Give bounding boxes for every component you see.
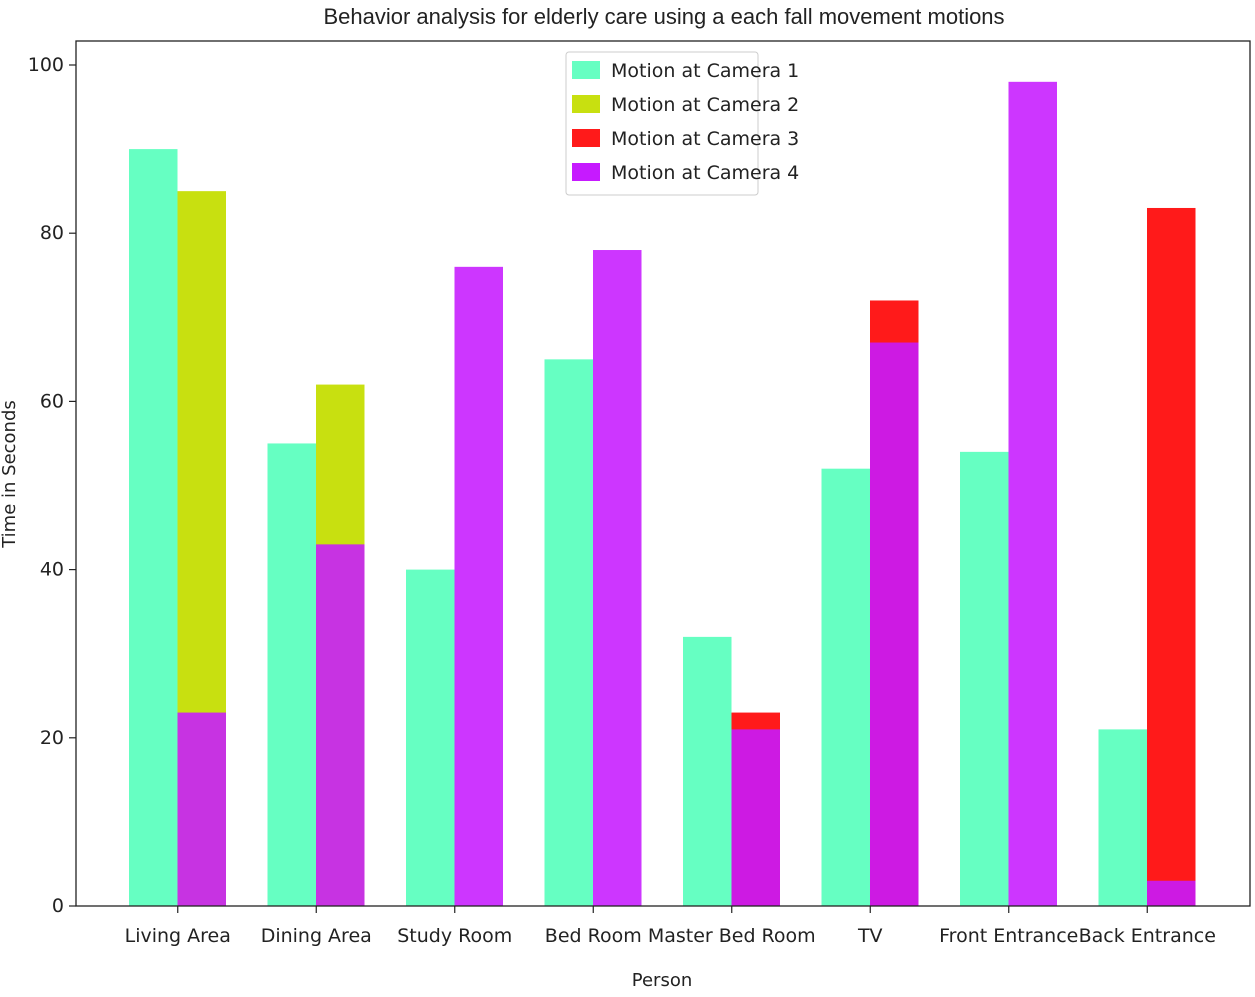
- bar-camera-1-1: [267, 443, 316, 906]
- y-tick-label: 0: [52, 895, 64, 917]
- legend-entry-label: Motion at Camera 2: [611, 94, 799, 116]
- x-tick-label: Back Entrance: [1079, 925, 1216, 947]
- y-tick-label: 60: [40, 390, 64, 412]
- y-tick-label: 40: [40, 559, 64, 581]
- bar-camera-4-6: [1008, 81, 1057, 906]
- x-tick-label: Front Entrance: [939, 925, 1078, 947]
- x-tick-label: TV: [857, 925, 883, 947]
- bar-camera-4-0: [177, 712, 226, 906]
- bar-camera-1-5: [821, 468, 870, 906]
- legend-entry-label: Motion at Camera 1: [611, 60, 799, 82]
- y-tick-label: 80: [40, 222, 64, 244]
- chart-title: Behavior analysis for elderly care using…: [323, 4, 1004, 29]
- bar-camera-4-2: [454, 266, 503, 907]
- bar-camera-4-3: [593, 250, 642, 906]
- y-axis: 0 20 40 60 80 100: [28, 54, 76, 917]
- x-tick-label: Living Area: [125, 925, 231, 947]
- legend-swatch: [572, 163, 600, 181]
- y-tick-label: 20: [40, 727, 64, 749]
- bar-camera-3-7: [1147, 207, 1196, 907]
- bars-layer: [129, 81, 1196, 907]
- bar-camera-1-4: [683, 636, 732, 906]
- x-tick-label: Master Bed Room: [648, 925, 816, 947]
- bar-camera-1-7: [1098, 729, 1147, 906]
- plot-frame: [75, 40, 1251, 907]
- legend: Motion at Camera 1 Motion at Camera 2 Moti…: [565, 51, 799, 196]
- legend-swatch: [572, 95, 600, 113]
- bar-camera-1-6: [960, 451, 1009, 906]
- bar-camera-1-2: [406, 569, 455, 906]
- legend-entry-label: Motion at Camera 3: [611, 128, 799, 150]
- x-axis: Living Area Dining Area Study Room Bed Room…: [125, 906, 1216, 947]
- bar-camera-4-7: [1147, 880, 1196, 906]
- bar-camera-4-5: [870, 342, 919, 906]
- bar-camera-4-4: [731, 729, 780, 906]
- bar-camera-4-1: [316, 544, 365, 906]
- x-tick-label: Bed Room: [545, 925, 642, 947]
- y-tick-label: 100: [28, 54, 64, 76]
- legend-swatch: [572, 129, 600, 147]
- legend-entry-label: Motion at Camera 4: [611, 162, 799, 184]
- legend-swatch: [572, 61, 600, 79]
- bar-camera-1-3: [544, 359, 593, 907]
- legend-box: [565, 51, 759, 196]
- x-axis-label: Person: [632, 970, 693, 991]
- x-tick-label: Dining Area: [261, 925, 372, 947]
- y-axis-label: Time in Seconds: [0, 400, 20, 549]
- x-tick-label: Study Room: [397, 925, 512, 947]
- bar-camera-1-0: [129, 149, 178, 907]
